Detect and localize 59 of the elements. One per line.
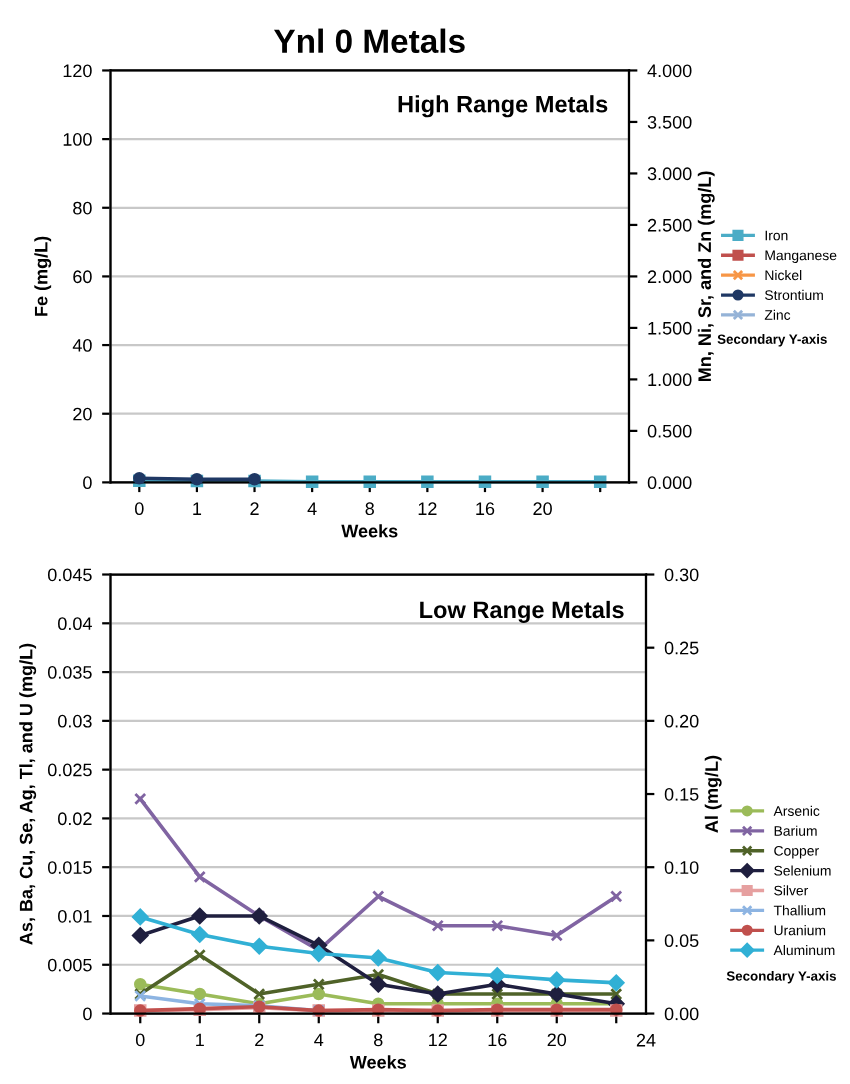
x-tick-label: 16 [488, 1033, 507, 1047]
y-tick-label: 0 [83, 1007, 92, 1021]
y2-tick-label: 2.000 [647, 270, 692, 284]
y2-tick-label: 2.500 [647, 218, 692, 232]
y2-tick-label: 0.30 [664, 568, 699, 582]
text: High Range Metals [398, 95, 608, 118]
y-axis-title: Fe (mg/L) [34, 236, 52, 316]
y2-tick-label: 4.000 [647, 64, 692, 78]
y-tick-label: 120 [63, 64, 92, 78]
x-tick-label: 12 [418, 502, 437, 515]
y2-tick-label: 0.500 [647, 424, 692, 438]
y-axis-title: As, Ba, Cu, Se, Ag, Tl, and U (mg/L) [19, 643, 37, 945]
y2-tick-label: 0.00 [664, 1007, 699, 1021]
y2-tick-label: 3.000 [647, 167, 692, 181]
y-tick-label: 0.015 [47, 861, 92, 874]
text: Low Range Metals [420, 600, 624, 623]
y-tick-label: 0 [83, 476, 92, 490]
y-tick-label: 100 [63, 133, 92, 146]
y2-tick-label: 0.25 [664, 641, 699, 655]
x-tick-label: 8 [365, 502, 374, 516]
y2-tick-label: 3.500 [647, 115, 692, 129]
x-tick-label: 0 [135, 1033, 145, 1047]
y2-tick-label: 0.05 [664, 934, 699, 948]
chart-title: Ynl 0 Metals [273, 28, 465, 54]
x-tick-label: 1 [193, 502, 202, 515]
x-tick-label: 0 [134, 502, 144, 516]
y-tick-label: 0.025 [47, 763, 92, 777]
x-tick-label: 4 [314, 1033, 324, 1047]
x-tick-label: 8 [374, 1033, 383, 1047]
y-tick-label: 0.02 [58, 812, 92, 826]
x-tick-label: 20 [533, 502, 552, 516]
text: 24 [636, 1033, 656, 1047]
y-tick-label: 60 [73, 270, 92, 284]
x-tick-label: 12 [429, 1033, 447, 1047]
y-tick-label: 80 [73, 201, 92, 215]
y2-axis-title: Mn, Ni, Sr, and Zn (mg/L) [697, 171, 715, 382]
y2-tick-label: 0.15 [664, 787, 699, 801]
y-tick-label: 40 [72, 339, 92, 352]
y-tick-label: 0.04 [58, 617, 92, 631]
y-tick-label: 0.01 [58, 909, 92, 923]
y-tick-label: 0.03 [58, 714, 92, 728]
x-tick-label: 16 [476, 502, 495, 516]
x-tick-label: 20 [547, 1033, 567, 1047]
y2-tick-label: 1.000 [648, 373, 692, 387]
y-tick-label: 0.045 [47, 568, 92, 582]
y-tick-label: 0.035 [47, 666, 92, 679]
y2-tick-label: 1.500 [648, 321, 692, 335]
y-tick-label: 0.005 [47, 958, 92, 972]
x-tick-label: 2 [250, 502, 259, 515]
x-tick-label: 1 [196, 1033, 204, 1047]
y2-tick-label: 0.20 [664, 714, 699, 728]
x-tick-label: 4 [307, 502, 317, 515]
y-tick-label: 20 [73, 407, 92, 421]
x-axis-title: Weeks [349, 1055, 406, 1069]
x-axis-title: Weeks [341, 524, 398, 538]
x-tick-label: 2 [255, 1033, 264, 1047]
y2-tick-label: 0.10 [664, 861, 699, 874]
y2-axis-title: Al (mg/L) [704, 755, 722, 833]
y2-tick-label: 0.000 [647, 476, 692, 490]
